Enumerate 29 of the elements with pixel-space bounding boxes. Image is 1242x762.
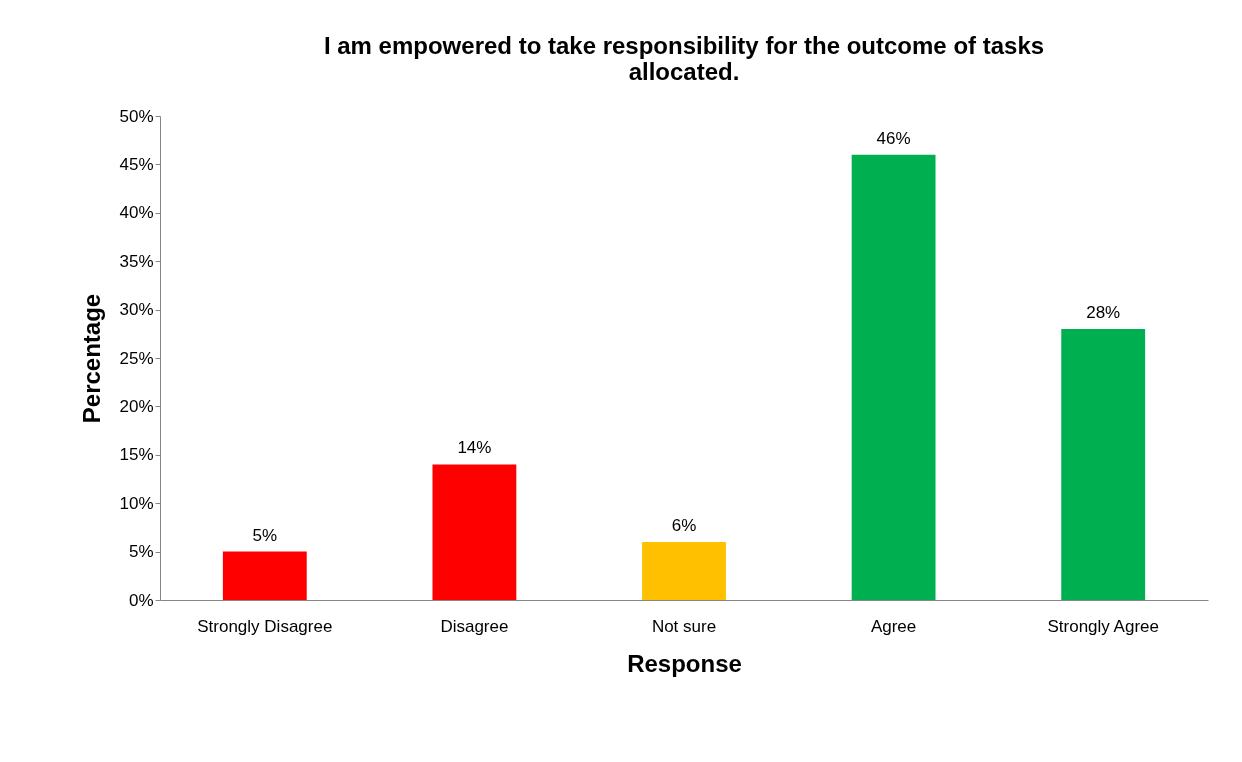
data-label: 46% (876, 128, 911, 148)
bar (432, 464, 517, 600)
y-tick-label: 5% (128, 542, 154, 562)
y-tick-label: 35% (119, 251, 154, 271)
x-tick-label: Strongly Disagree (197, 616, 333, 636)
x-tick-label: Strongly Agree (1047, 616, 1159, 636)
data-label: 5% (252, 525, 278, 545)
bar (1061, 328, 1146, 600)
data-label: 28% (1086, 302, 1121, 322)
y-axis-title: Percentage (78, 293, 106, 424)
y-tick-label: 45% (119, 154, 154, 174)
bar (851, 154, 936, 600)
y-tick-label: 40% (119, 203, 154, 223)
y-tick-label: 30% (119, 300, 154, 320)
x-tick-label: Disagree (440, 616, 509, 636)
chart-title: I am empowered to take responsibility for the outcome of tasks allocated. (323, 32, 1045, 85)
data-label: 6% (671, 515, 697, 535)
bar (222, 551, 307, 600)
bar (642, 541, 726, 600)
y-tick-label: 20% (119, 396, 154, 416)
y-tick-label: 25% (119, 348, 154, 368)
x-tick-label: Agree (870, 616, 917, 636)
y-tick-label: 0% (128, 590, 154, 610)
y-tick-label: 10% (119, 493, 154, 513)
y-tick-label: 15% (119, 445, 154, 465)
y-tick-label: 50% (119, 106, 154, 126)
data-label: 14% (457, 438, 492, 458)
x-tick-label: Not sure (651, 616, 717, 636)
x-axis-title: Response (627, 649, 742, 677)
